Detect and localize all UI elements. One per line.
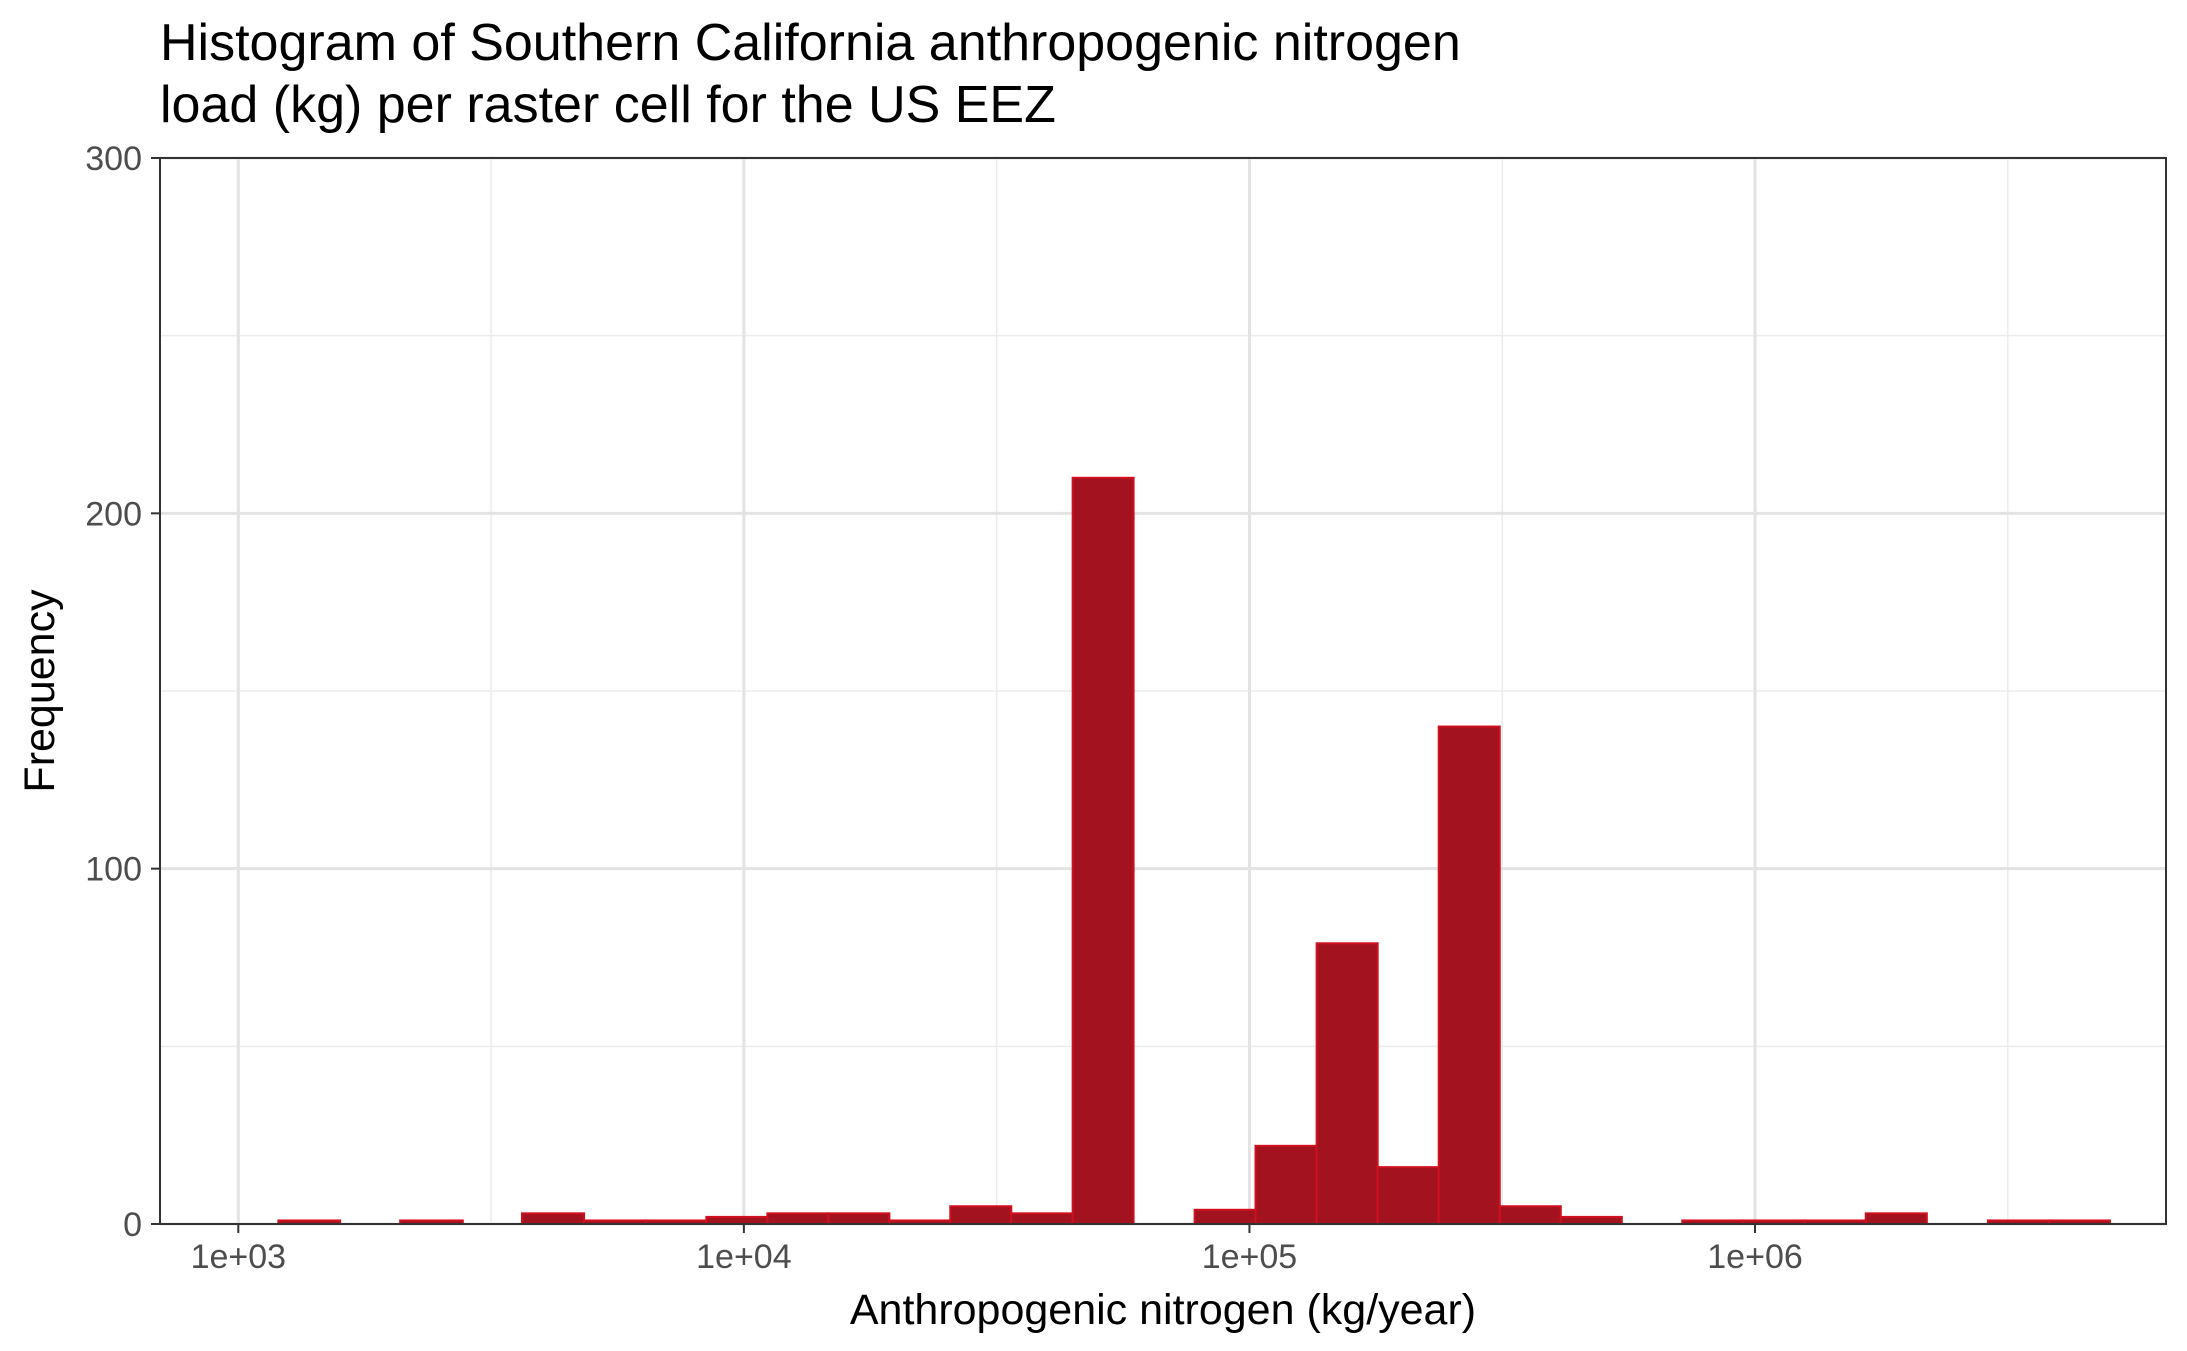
x-tick-label: 1e+04 — [696, 1238, 792, 1276]
histogram-bar — [949, 1205, 1013, 1225]
y-tick-label: 200 — [85, 495, 142, 533]
minor-gridlines — [160, 158, 2166, 1224]
plot-panel-border — [159, 157, 2167, 1225]
histogram-bar — [1071, 476, 1135, 1225]
y-tick-label: 300 — [85, 140, 142, 178]
histogram-bar — [766, 1212, 830, 1225]
histogram-bar — [1010, 1212, 1074, 1225]
histogram-bar — [1498, 1205, 1562, 1225]
x-tick-label: 1e+06 — [1707, 1238, 1803, 1276]
x-tick-label: 1e+03 — [191, 1238, 287, 1276]
x-axis: 1e+03 1e+04 1e+05 1e+06 — [191, 1224, 1803, 1276]
y-axis: 0 100 200 300 — [85, 140, 160, 1244]
histogram-bar — [1864, 1212, 1928, 1225]
histogram-bar — [1254, 1144, 1318, 1225]
histogram-bar — [827, 1212, 891, 1225]
histogram-bar — [1376, 1166, 1440, 1225]
chart-title-line-2: load (kg) per raster cell for the US EEZ — [160, 76, 1056, 134]
y-axis-title: Frequency — [16, 589, 64, 793]
chart-title-line-1: Histogram of Southern California anthrop… — [160, 14, 1461, 72]
x-axis-title: Anthropogenic nitrogen (kg/year) — [850, 1286, 1476, 1334]
histogram-bar — [1193, 1208, 1257, 1225]
histogram-bar — [1437, 725, 1501, 1225]
x-tick-label: 1e+05 — [1202, 1238, 1298, 1276]
histogram-bar — [520, 1212, 586, 1225]
y-tick-label: 0 — [123, 1206, 142, 1244]
histogram-bar — [705, 1215, 769, 1225]
y-tick-label: 100 — [85, 851, 142, 889]
histogram-bar — [1559, 1215, 1623, 1225]
histogram-bar — [1315, 942, 1379, 1226]
